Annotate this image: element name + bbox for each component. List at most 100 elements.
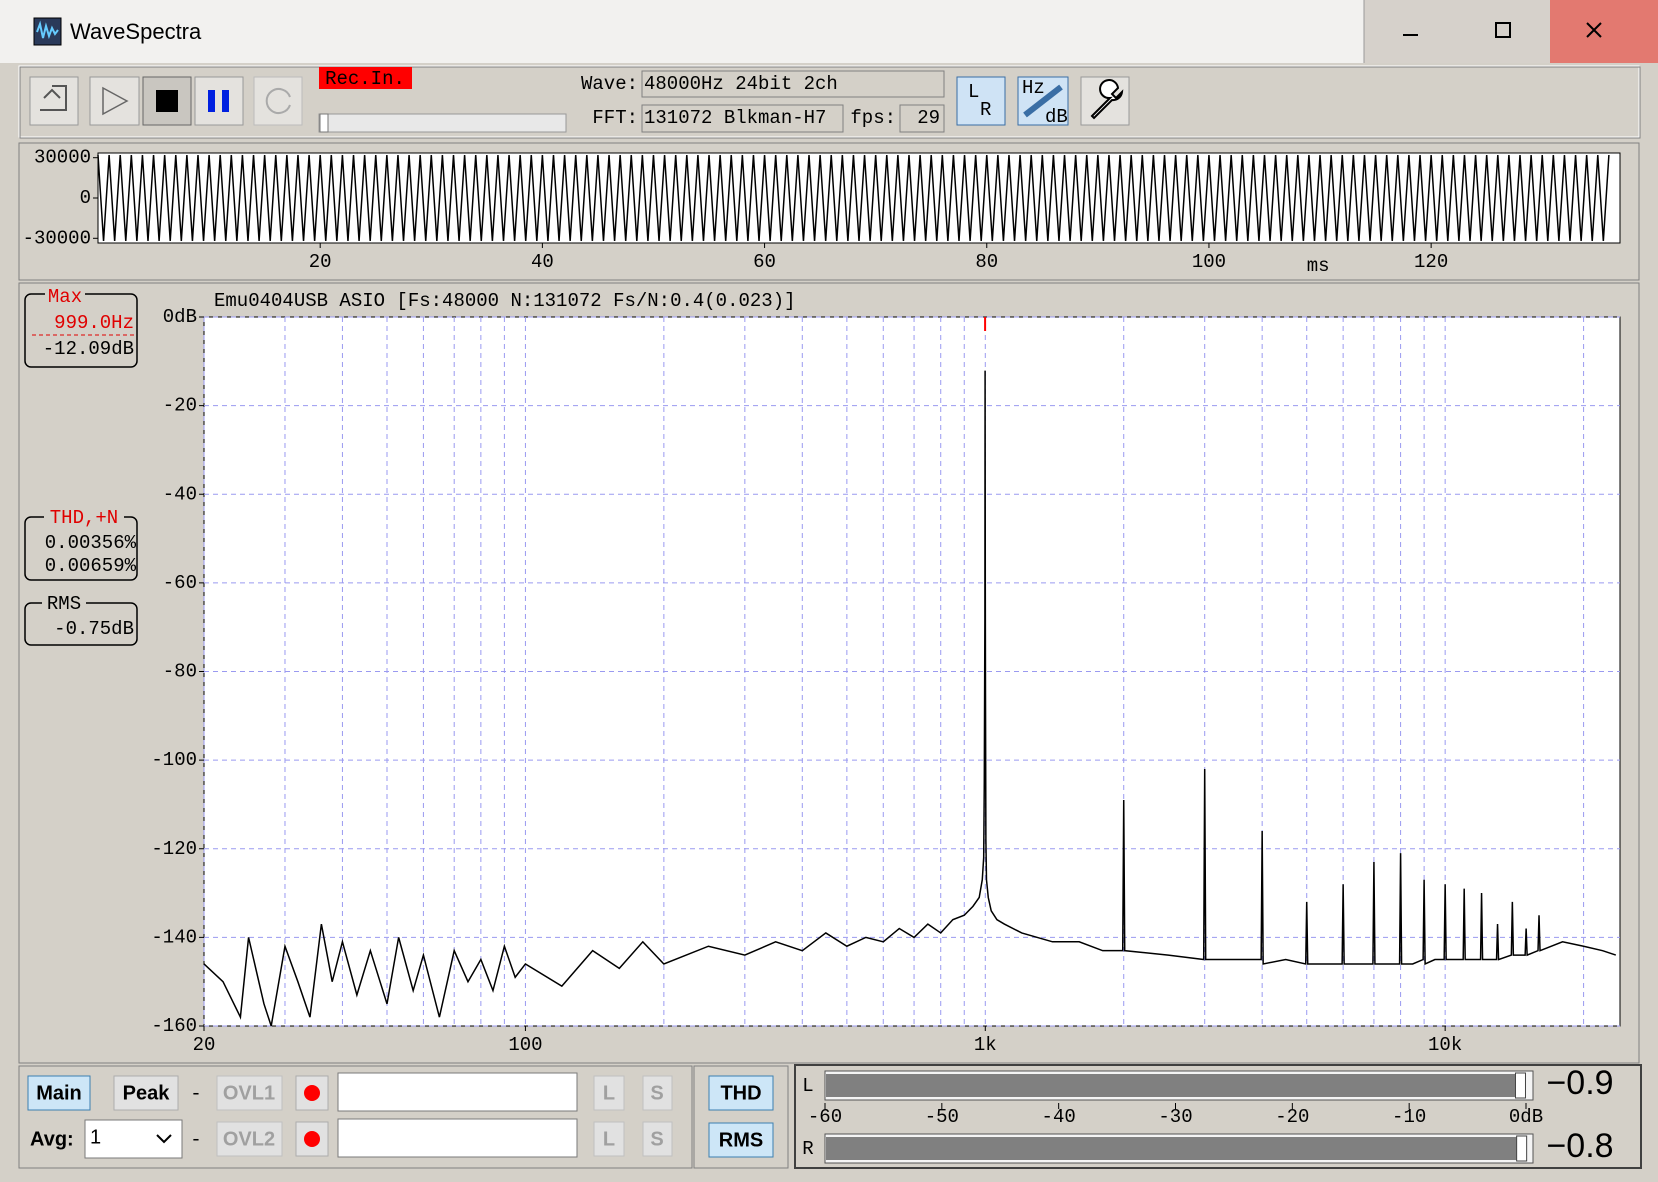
rms-button[interactable] [708,1122,774,1158]
ovl1-field[interactable] [337,1072,578,1112]
lr-icon-r: R [980,99,991,121]
pause-icon [222,90,229,112]
minimize-button[interactable] [1364,0,1457,63]
x-tick-label: 60 [753,251,776,273]
meter-value: −0.8 [1546,1127,1613,1165]
x-tick-label: 1k [974,1034,997,1056]
max-label: Max [48,286,82,308]
maximize-icon [1495,22,1511,38]
meter-tick-label: -20 [1275,1106,1309,1128]
loop-button[interactable] [253,76,303,126]
rms-label: RMS [47,593,81,615]
main-button[interactable] [27,1075,91,1111]
loop-icon [265,88,291,114]
avg-value: 1 [90,1126,101,1148]
peak-button[interactable] [113,1075,179,1111]
wave-label: Wave: [581,73,638,95]
thd-value: 0.00356% [45,532,137,554]
meter-peak [1516,1135,1528,1162]
level-slider[interactable] [318,113,567,133]
maximize-button[interactable] [1457,0,1550,63]
meter-peak [1514,1072,1526,1099]
meter-tick-label: -40 [1042,1106,1076,1128]
ovl1-label: OVL1 [223,1082,275,1104]
combo-arrow [156,1134,172,1144]
chart-title: Emu0404USB ASIO [Fs:48000 N:131072 Fs/N:… [214,290,796,312]
avg-label: Avg: [30,1128,74,1150]
plot-area [97,152,1621,244]
data-line [97,154,1610,242]
separator-dash: - [190,1083,201,1105]
slider-thumb[interactable] [319,113,329,133]
meter-tick-label: -10 [1392,1106,1426,1128]
channel-label: R [802,1138,813,1160]
s-button[interactable] [642,1075,673,1111]
open-button[interactable] [29,76,79,126]
ovl1-led [304,1085,320,1101]
peak-button-label: Peak [123,1082,171,1104]
settings-button[interactable] [1080,76,1130,126]
ovl2-field[interactable] [337,1118,578,1158]
thd-button[interactable] [708,1075,774,1111]
wave-format: 48000Hz 24bit 2ch [644,73,838,95]
x-tick-label: 120 [1414,251,1448,273]
fps-label: fps: [850,107,896,129]
x-tick-label: 100 [508,1034,542,1056]
app-icon-wave [36,20,59,40]
db-icon: dB [1045,106,1068,128]
x-tick-label: 20 [193,1034,216,1056]
y-tick-label: -30000 [23,227,91,249]
ruler-icon [1023,84,1063,118]
box-label-bg [42,595,86,609]
thd-button-label: THD [720,1082,761,1104]
hz-icon: Hz [1022,77,1045,99]
window-title: WaveSpectra [70,19,202,44]
toolbar-border [19,66,1641,139]
meter-tick-label: -60 [808,1106,842,1128]
l-button[interactable] [593,1121,625,1157]
ovl2-label: OVL2 [223,1128,275,1150]
fft-setting: 131072 Blkman-H7 [644,107,826,129]
meter-bar [826,1137,1517,1160]
meter-tick-label: 0dB [1509,1106,1543,1128]
l-button[interactable] [593,1075,625,1111]
close-button[interactable] [1550,0,1658,63]
y-tick-label: -100 [151,749,197,771]
box-label-bg [44,509,124,523]
plot-area [203,316,1621,1027]
s-button[interactable] [642,1121,673,1157]
data-line [203,370,1617,1027]
x-tick-label: 10k [1428,1034,1462,1056]
meter-tick-label: -50 [925,1106,959,1128]
ovl2-led [304,1131,320,1147]
box-label-bg [45,287,85,301]
y-tick-label: -40 [163,483,197,505]
rms-value: -0.75dB [54,618,134,640]
y-tick-label: -20 [163,395,197,417]
pause-button[interactable] [194,76,244,126]
lr-button[interactable] [956,76,1006,126]
max-level: -12.09dB [43,338,134,360]
toolbar-buttons [29,76,303,126]
l-button-label: L [603,1082,615,1104]
fft-field [641,104,844,133]
ovl2-button[interactable] [216,1121,283,1157]
meter-tick-label: -30 [1158,1106,1192,1128]
max-frequency: 999.0Hz [54,312,134,334]
x-tick-label: 20 [309,251,332,273]
y-tick-label: -60 [163,572,197,594]
x-tick-label: 100 [1192,251,1226,273]
pause-icon [208,90,215,112]
wave-field [641,70,945,98]
x-tick-label: 40 [531,251,554,273]
play-button[interactable] [89,76,140,126]
rms-button-label: RMS [719,1129,763,1151]
y-tick-label: -120 [151,838,197,860]
ovl1-button[interactable] [216,1075,283,1111]
x-axis-label: ms [1307,255,1330,277]
close-icon [1586,22,1602,38]
l-button-label: L [603,1128,615,1150]
y-tick-label: 0 [80,187,91,209]
stop-icon [156,90,178,112]
rec-in-label: Rec.In. [325,68,405,90]
